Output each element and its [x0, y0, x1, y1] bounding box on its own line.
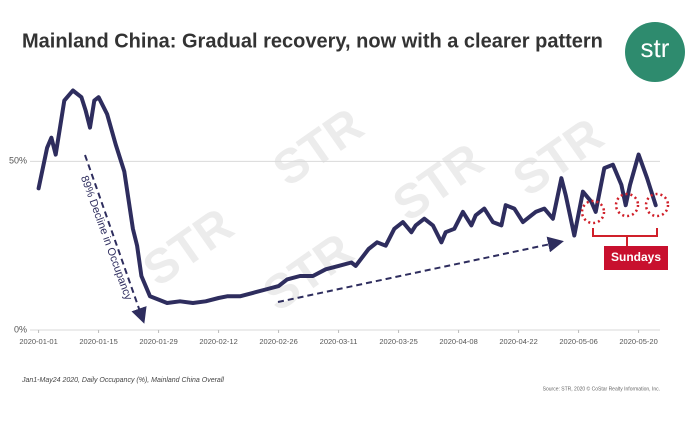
- x-tick-label: 2020-02-12: [199, 337, 237, 346]
- x-tick-label: 2020-04-08: [439, 337, 477, 346]
- x-tick-label: 2020-04-22: [499, 337, 537, 346]
- plot: 0% 50% 2020-01-01 2020-01-15 2020-01-29 2020-…: [9, 88, 660, 346]
- x-tick-label: 2020-01-15: [79, 337, 117, 346]
- logo-text: str: [641, 33, 670, 63]
- sunday-circle: [644, 192, 670, 218]
- watermark: STR: [254, 223, 363, 321]
- x-tick-label: 2020-03-25: [379, 337, 417, 346]
- chart-title: Mainland China: Gradual recovery, now wi…: [22, 30, 603, 52]
- x-tick-label: 2020-03-11: [320, 337, 358, 346]
- sundays-box: [604, 246, 668, 270]
- x-tick-label: 2020-01-01: [19, 337, 57, 346]
- x-tick-label: 2020-01-29: [139, 337, 177, 346]
- sunday-circle: [580, 199, 606, 225]
- sunday-circle: [614, 192, 640, 218]
- source: Source: STR, 2020 © CoStar Realty Inform…: [543, 385, 660, 392]
- x-tick-label: 2020-05-06: [559, 337, 597, 346]
- x-tick-label: 2020-05-20: [619, 337, 657, 346]
- recovery-arrow: [277, 236, 564, 303]
- watermark: STR: [134, 198, 243, 296]
- y-tick-label: 50%: [9, 156, 27, 166]
- footnote: Jan1-May24 2020, Daily Occupancy (%), Ma…: [21, 377, 224, 384]
- logo-badge: [625, 22, 685, 82]
- occupancy-line: [36, 88, 658, 305]
- sundays-label: Sundays: [611, 250, 661, 264]
- y-tick-label: 0%: [14, 324, 27, 334]
- decline-arrow: [84, 154, 147, 324]
- x-tick-label: 2020-02-26: [259, 337, 297, 346]
- watermark: STR: [264, 98, 373, 196]
- sunday-bracket: [592, 228, 658, 246]
